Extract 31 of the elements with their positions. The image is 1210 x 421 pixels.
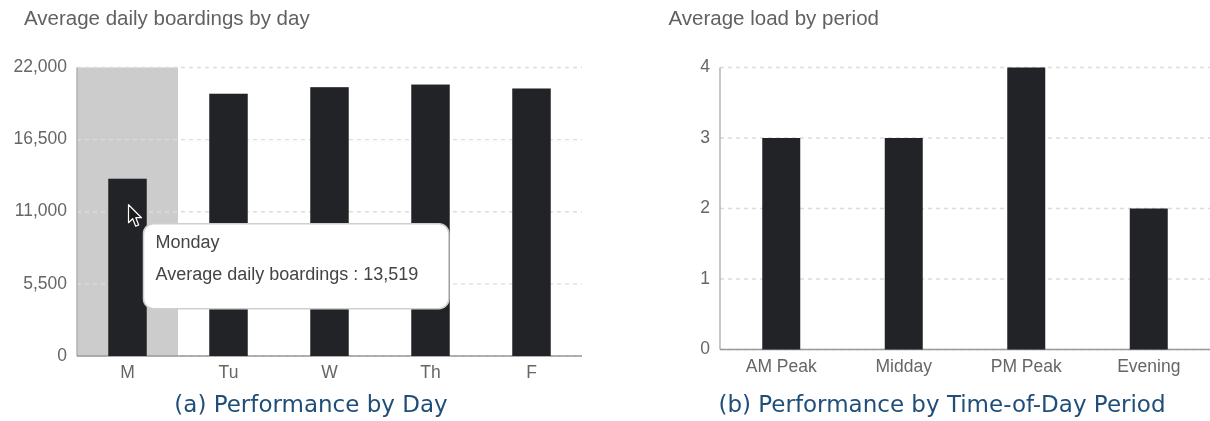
x-tick-label: Midday: [875, 355, 933, 376]
bar: [108, 178, 147, 356]
x-tick-label: PM Peak: [990, 355, 1062, 376]
bar: [1007, 67, 1046, 350]
bar: [884, 138, 923, 350]
annotation: Monday: [155, 232, 220, 253]
y-tick-label: 5,500: [23, 272, 68, 293]
text: (a) Performance by Day: [174, 390, 448, 417]
y-tick-label: 22,000: [13, 56, 68, 77]
bar: [512, 88, 551, 356]
chart-title: Average load by period: [668, 6, 879, 30]
y-tick-label: 0: [57, 344, 68, 365]
x-tick-label: W: [321, 361, 339, 382]
bar: [1129, 208, 1168, 350]
x-tick-label: Evening: [1117, 355, 1181, 376]
chart-title: Average daily boardings by day: [24, 6, 311, 30]
y-tick-label: 3: [700, 126, 710, 147]
y-tick-label: 2: [700, 197, 710, 218]
x-tick-label: Tu: [218, 361, 239, 382]
x-tick-label: AM Peak: [745, 355, 817, 376]
bar: [762, 138, 801, 350]
y-tick-label: 16,500: [13, 128, 68, 149]
y-tick-label: 1: [700, 267, 710, 288]
y-tick-label: 0: [700, 338, 711, 359]
annotation: Average daily boardings : 13,519: [155, 263, 419, 284]
y-tick-label: 4: [700, 56, 711, 77]
x-tick-label: F: [526, 361, 537, 382]
y-tick-label: 11,000: [14, 200, 68, 221]
x-tick-label: Th: [420, 361, 441, 382]
text: (b) Performance by Time-of-Day Period: [718, 390, 1166, 417]
x-tick-label: M: [120, 361, 135, 382]
